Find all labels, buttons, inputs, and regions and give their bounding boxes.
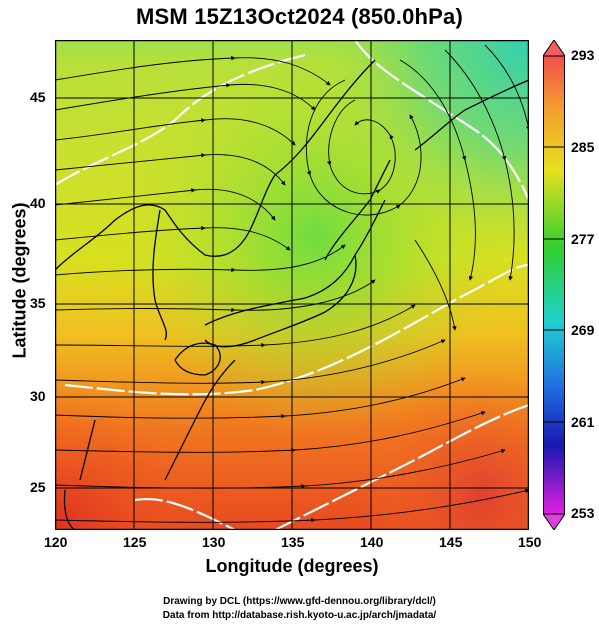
- colorbar-bottom-arrow: [543, 513, 565, 530]
- y-tick-25: 25: [30, 479, 46, 495]
- colorbar-tick-269: 269: [571, 322, 595, 338]
- colorbar-tick-285: 285: [571, 139, 595, 155]
- y-axis-label: Latitude (degrees): [9, 202, 30, 359]
- x-tick-145: 145: [439, 534, 463, 550]
- colorbar: [543, 40, 565, 530]
- x-tick-125: 125: [123, 534, 147, 550]
- y-tick-45: 45: [30, 89, 46, 105]
- y-tick-30: 30: [30, 388, 46, 404]
- x-axis-label: Longitude (degrees): [205, 556, 379, 576]
- lat-lon-grid: [55, 40, 529, 530]
- chart-title: MSM 15Z13Oct2024 (850.0hPa): [136, 4, 463, 29]
- x-tick-150: 150: [518, 534, 542, 550]
- temperature-streamline-map: [55, 40, 529, 530]
- colorbar-tick-293: 293: [571, 47, 595, 63]
- wind-streamlines: [55, 44, 529, 523]
- colorbar-tick-277: 277: [571, 231, 595, 247]
- x-tick-135: 135: [281, 534, 305, 550]
- credit-data: Data from http://database.rish.kyoto-u.a…: [162, 610, 437, 621]
- y-tick-40: 40: [30, 195, 46, 211]
- x-tick-120: 120: [44, 534, 68, 550]
- map-frame: [55, 40, 529, 530]
- colorbar-top-arrow: [543, 40, 565, 57]
- x-tick-140: 140: [360, 534, 384, 550]
- x-tick-130: 130: [202, 534, 226, 550]
- colorbar-tick-253: 253: [571, 505, 595, 521]
- colorbar-tick-261: 261: [571, 414, 595, 430]
- y-tick-35: 35: [30, 295, 46, 311]
- credit-drawing: Drawing by DCL (https://www.gfd-dennou.o…: [163, 596, 436, 607]
